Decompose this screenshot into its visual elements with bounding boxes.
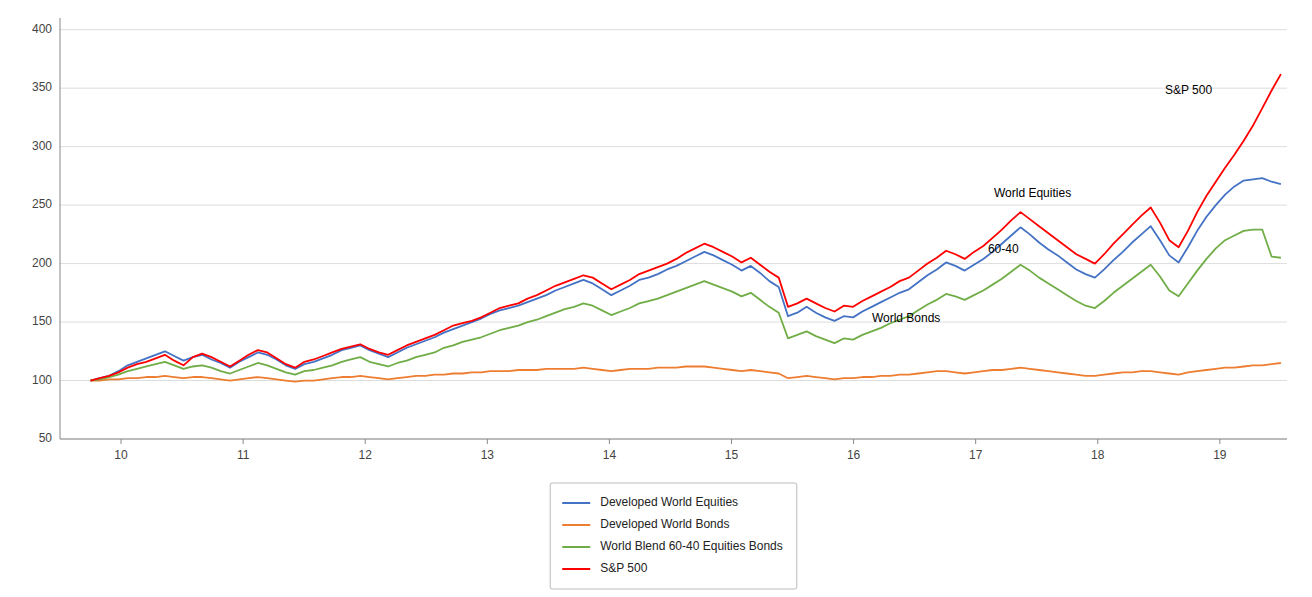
x-tick-label: 17 — [969, 448, 983, 462]
x-tick — [1097, 439, 1098, 444]
x-tick — [731, 439, 732, 444]
y-tick-label: 200 — [32, 256, 52, 270]
series-line — [91, 74, 1281, 380]
x-tick — [487, 439, 488, 444]
legend-swatch — [562, 502, 590, 504]
x-tick — [853, 439, 854, 444]
y-tick-label: 300 — [32, 139, 52, 153]
legend-label: Developed World Equities — [600, 495, 738, 509]
legend-label: World Blend 60-40 Equities Bonds — [600, 539, 783, 553]
legend-box — [550, 483, 797, 589]
x-tick-label: 14 — [603, 448, 617, 462]
x-tick — [365, 439, 366, 444]
legend-swatch — [562, 524, 590, 526]
legend-label: S&P 500 — [600, 561, 647, 575]
grid-line — [60, 146, 1287, 147]
legend: Developed World Equities Developed World … — [550, 483, 797, 589]
x-tick-label: 15 — [725, 448, 739, 462]
annotation: World Bonds — [872, 311, 940, 325]
series-line — [91, 178, 1281, 380]
chart: 50 100 150 200 250 300 350 400 10 11 12 13 14 15 16 17 1… — [0, 0, 1312, 597]
x-axis-line — [60, 439, 1287, 440]
y-tick-label: 150 — [32, 314, 52, 328]
x-tick-label: 13 — [481, 448, 495, 462]
grid-line — [60, 380, 1287, 381]
annotation: World Equities — [994, 186, 1071, 200]
y-tick-label: 250 — [32, 197, 52, 211]
x-tick-label: 16 — [847, 448, 861, 462]
x-tick-label: 10 — [114, 448, 128, 462]
legend-swatch — [562, 546, 590, 548]
grid-line — [60, 439, 1287, 440]
x-tick — [1219, 439, 1220, 444]
x-tick — [609, 439, 610, 444]
grid-line — [60, 205, 1287, 206]
lines — [91, 74, 1281, 382]
grid-line — [60, 263, 1287, 264]
annotation: S&P 500 — [1165, 83, 1212, 97]
x-tick — [975, 439, 976, 444]
x-tick-label: 12 — [359, 448, 373, 462]
legend-swatch — [562, 568, 590, 570]
y-tick-label: 400 — [32, 22, 52, 36]
y-tick-label: 100 — [32, 373, 52, 387]
x-tick — [243, 439, 244, 444]
grid — [60, 30, 1287, 439]
x-tick-label: 18 — [1091, 448, 1105, 462]
legend-label: Developed World Bonds — [600, 517, 729, 531]
annotations: S&P 500 World Equities 60-40 World Bonds — [872, 83, 1212, 325]
axes: 50 100 150 200 250 300 350 400 10 11 12 13 14 15 16 17 1… — [32, 18, 1287, 462]
y-tick-label: 350 — [32, 80, 52, 94]
grid-line — [60, 29, 1287, 30]
annotation: 60-40 — [988, 242, 1019, 256]
x-tick — [121, 439, 122, 444]
y-axis-line — [60, 18, 61, 439]
grid-line — [60, 322, 1287, 323]
x-tick-label: 19 — [1213, 448, 1227, 462]
y-tick-label: 50 — [39, 431, 53, 445]
x-tick-label: 11 — [237, 448, 250, 462]
grid-line — [60, 88, 1287, 89]
